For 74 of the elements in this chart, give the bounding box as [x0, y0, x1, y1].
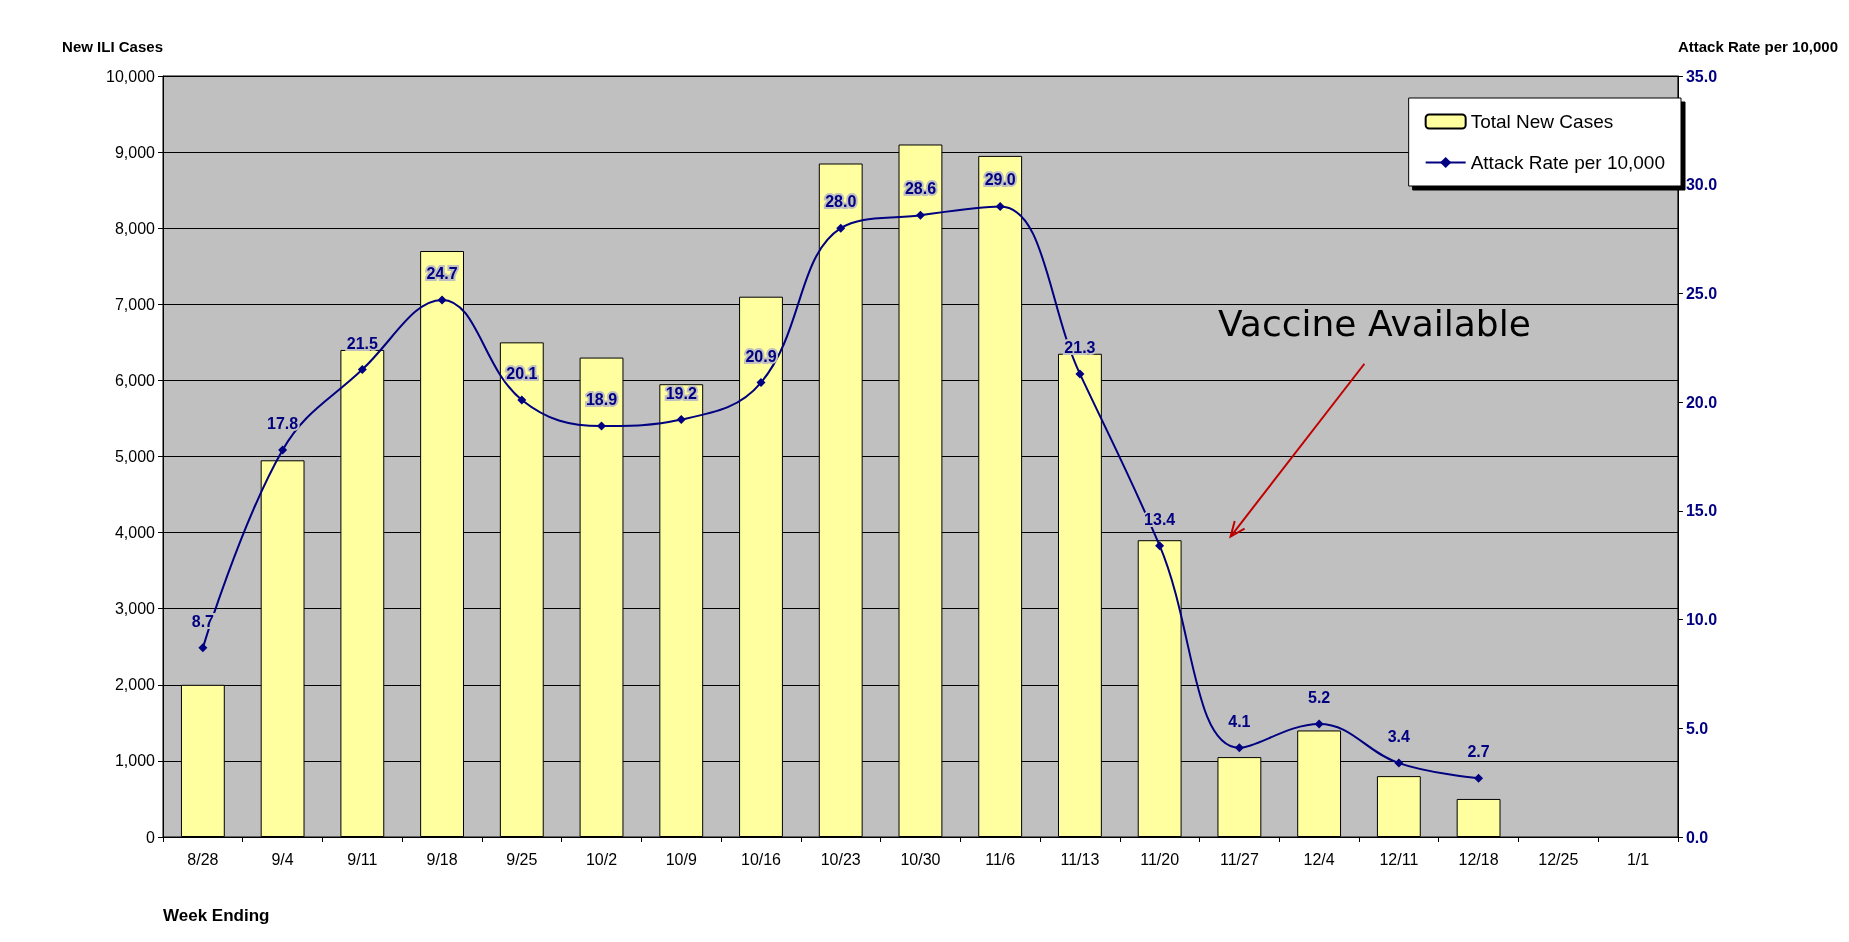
x-tick-label: 10/23	[820, 850, 861, 868]
x-tick-label: 9/4	[271, 850, 294, 868]
data-label: 4.1	[1228, 712, 1251, 730]
y2-tick-label: 35.0	[1685, 67, 1718, 85]
point	[357, 365, 367, 375]
data-label: 28.6	[904, 180, 937, 198]
point	[1234, 743, 1244, 753]
y-tick-label: 3,000	[114, 600, 156, 618]
data-label: 3.4	[1387, 728, 1411, 746]
legend-label: Total New Cases	[1470, 111, 1614, 132]
point	[676, 415, 686, 425]
y-tick-label: 10,000	[106, 67, 156, 85]
x-tick-label: 9/25	[506, 850, 538, 868]
point	[437, 295, 447, 305]
y2-tick-label: 0.0	[1685, 828, 1709, 846]
y-tick-label: 4,000	[114, 524, 156, 542]
x-tick-label: 11/13	[1060, 850, 1100, 868]
y2-axis-title: Attack Rate per 10,000	[1677, 38, 1839, 55]
point	[915, 210, 925, 220]
data-label: 21.5	[346, 334, 378, 352]
data-label: 24.7	[426, 264, 458, 282]
x-tick-label: 9/11	[347, 850, 378, 868]
x-tick-label: 1/1	[1626, 850, 1650, 868]
point	[1394, 758, 1404, 768]
data-label: 29.0	[984, 171, 1016, 189]
data-label: 19.2	[665, 384, 697, 402]
x-tick-label: 12/25	[1538, 850, 1579, 868]
point	[198, 643, 208, 653]
y-tick-label: 7,000	[114, 295, 156, 313]
x-tick-label: 11/27	[1219, 850, 1259, 868]
point	[995, 201, 1005, 211]
y-tick-label: 0	[146, 828, 156, 846]
x-tick-label: 9/18	[426, 850, 458, 868]
x-tick-label: 10/9	[665, 850, 697, 868]
x-tick-label: 12/18	[1458, 850, 1499, 868]
x-tick-label: 10/30	[900, 850, 941, 868]
data-label: 17.8	[267, 414, 299, 432]
y-tick-label: 8,000	[114, 219, 156, 237]
x-tick-label: 11/6	[985, 850, 1016, 868]
x-tick-label: 12/11	[1379, 850, 1419, 868]
y-axis-title: New ILI Cases	[62, 38, 163, 55]
legend-label: Attack Rate per 10,000	[1470, 152, 1665, 173]
point	[1075, 369, 1085, 379]
data-label: 2.7	[1467, 743, 1490, 761]
y-tick-label: 6,000	[114, 371, 156, 389]
x-tick-label: 10/16	[740, 850, 782, 868]
x-tick-label: 8/28	[187, 850, 219, 868]
point	[756, 378, 766, 388]
x-tick-label: 10/2	[585, 850, 618, 868]
y2-tick-label: 30.0	[1685, 176, 1718, 194]
x-tick-label: 11/20	[1140, 850, 1180, 868]
data-label: 28.0	[825, 193, 857, 211]
x-axis-title: Week Ending	[163, 906, 270, 925]
data-label: 20.1	[506, 364, 538, 382]
y2-tick-label: 25.0	[1685, 284, 1718, 302]
y2-tick-label: 15.0	[1685, 502, 1718, 520]
data-label: 20.9	[745, 347, 777, 365]
y-tick-label: 9,000	[114, 143, 156, 161]
y-tick-label: 5,000	[114, 448, 156, 465]
point	[517, 395, 527, 405]
data-label: 5.2	[1307, 688, 1331, 706]
point	[278, 445, 288, 455]
y-tick-label: 1,000	[114, 752, 156, 770]
y2-tick-label: 20.0	[1685, 393, 1718, 411]
point	[836, 223, 846, 233]
y2-tick-label: 10.0	[1685, 611, 1718, 629]
point	[1474, 773, 1484, 783]
x-tick-label: 12/4	[1303, 850, 1335, 868]
data-label: 18.9	[585, 391, 618, 409]
point	[1314, 719, 1324, 729]
y2-tick-label: 5.0	[1685, 719, 1709, 737]
y-tick-label: 2,000	[114, 676, 156, 694]
annotation: Vaccine Available	[1218, 303, 1531, 345]
point	[1155, 541, 1165, 551]
